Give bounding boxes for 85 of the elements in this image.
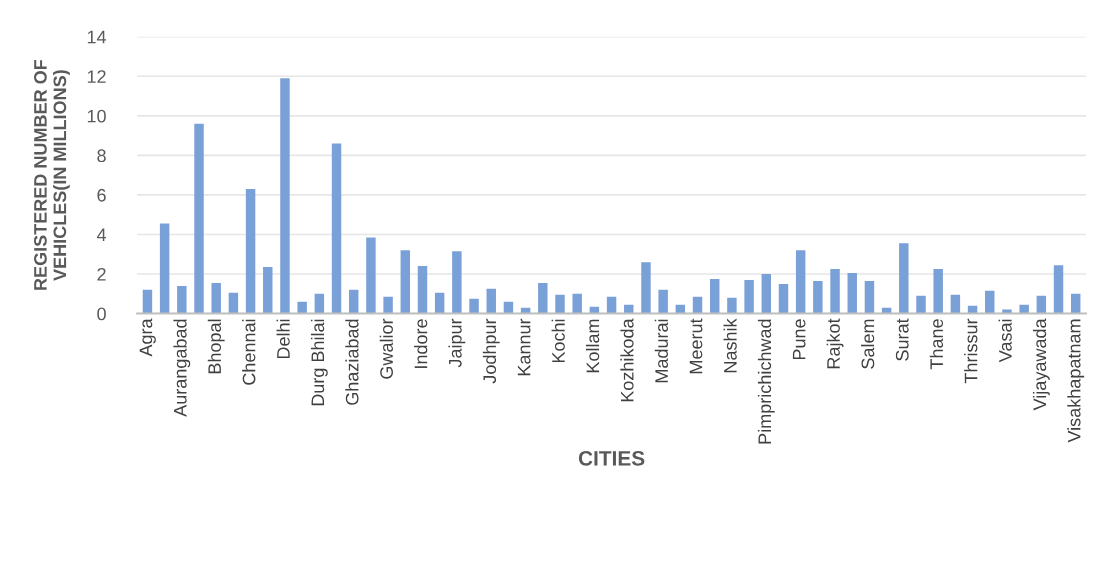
y-tick-label: 10 (87, 109, 106, 123)
x-tick-label: Vijayawada (1032, 318, 1050, 411)
bar (280, 78, 290, 314)
bar (658, 289, 668, 314)
bar (1070, 293, 1081, 314)
x-tick-label: Nashik (723, 318, 737, 373)
x-tick-label: Kollam (585, 319, 600, 373)
bar (400, 250, 411, 314)
y-tick-label: 6 (97, 188, 106, 202)
x-tick-label: Chennai (242, 319, 256, 385)
bar (916, 295, 926, 314)
y-tick-label: 8 (97, 149, 106, 163)
x-tick-label: Jaipur (448, 318, 466, 368)
bar (486, 288, 496, 314)
bar (228, 292, 239, 314)
bar (177, 285, 187, 314)
x-tick-label: Salem (861, 319, 875, 369)
y-tick-label: 14 (87, 30, 107, 44)
bar (727, 297, 737, 314)
bar (366, 237, 376, 314)
bar (211, 282, 221, 314)
bar (331, 143, 342, 314)
bar (899, 243, 909, 314)
bar (142, 289, 153, 314)
x-tick-label: Visakhapatnam (1067, 319, 1085, 443)
x-tick-label: Delhi (276, 319, 290, 359)
x-tick-label: Thrissur (964, 318, 978, 384)
y-tick-label: 12 (87, 70, 106, 83)
bar (555, 294, 565, 314)
bar (813, 280, 823, 314)
bar (194, 123, 204, 314)
bar (795, 250, 806, 314)
bar (417, 266, 428, 314)
bar (692, 296, 703, 314)
x-tick-label: Pune (792, 319, 806, 360)
bar (606, 296, 617, 314)
bar (538, 282, 548, 314)
bar (830, 269, 840, 314)
x-tick-label: Kochi (551, 319, 565, 363)
y-tick-label: 0 (97, 307, 106, 321)
x-tick-label: Agra (139, 318, 156, 357)
x-axis-title: CITIES (578, 450, 645, 466)
bar (744, 279, 754, 314)
bar (452, 251, 462, 314)
bar (434, 292, 445, 314)
bar (314, 293, 325, 314)
bar (761, 274, 772, 314)
bar (159, 223, 170, 314)
bar (847, 273, 857, 314)
bar (245, 188, 256, 314)
bar (641, 262, 651, 314)
x-tick-label: Jodhpur (482, 318, 500, 384)
bar (985, 290, 995, 314)
bar (297, 301, 307, 314)
x-tick-label: Pimprichichwad (757, 319, 775, 444)
x-tick-label: Ghaziabad (345, 319, 359, 405)
bar (1019, 304, 1029, 314)
bar (1036, 295, 1047, 314)
x-tick-label: Kozhikoda (620, 318, 634, 402)
x-tick-label: Madurai (654, 319, 668, 383)
x-tick-label: Vasai (998, 319, 1012, 363)
x-tick-label: Kannur (517, 318, 531, 376)
bar (950, 294, 961, 314)
bar (572, 293, 582, 314)
x-tick-label: Gwalior (379, 318, 393, 379)
x-tick-label: Meerut (689, 318, 703, 374)
bar (778, 283, 789, 314)
x-tick-label: Durg Bhilai (310, 319, 328, 406)
bar (933, 269, 943, 314)
bar (263, 267, 273, 314)
x-tick-label: Bhopal (207, 319, 225, 374)
bar (1053, 265, 1064, 314)
bar (864, 280, 875, 314)
bar (709, 278, 720, 314)
x-tick-label: Indore (414, 319, 428, 368)
y-axis-title: REGISTERED NUMBER OF VEHICLES(IN MILLIONS) (34, 59, 70, 290)
x-tick-label: Aurangabad (173, 319, 191, 417)
x-tick-label: Rajkot (826, 318, 844, 369)
bar (349, 289, 359, 314)
x-tick-label: Thane (929, 319, 944, 370)
y-tick-label: 4 (96, 228, 107, 242)
y-tick-label: 2 (97, 267, 106, 281)
bar (469, 298, 479, 314)
bar (383, 296, 393, 314)
x-tick-label: Surat (895, 318, 909, 361)
